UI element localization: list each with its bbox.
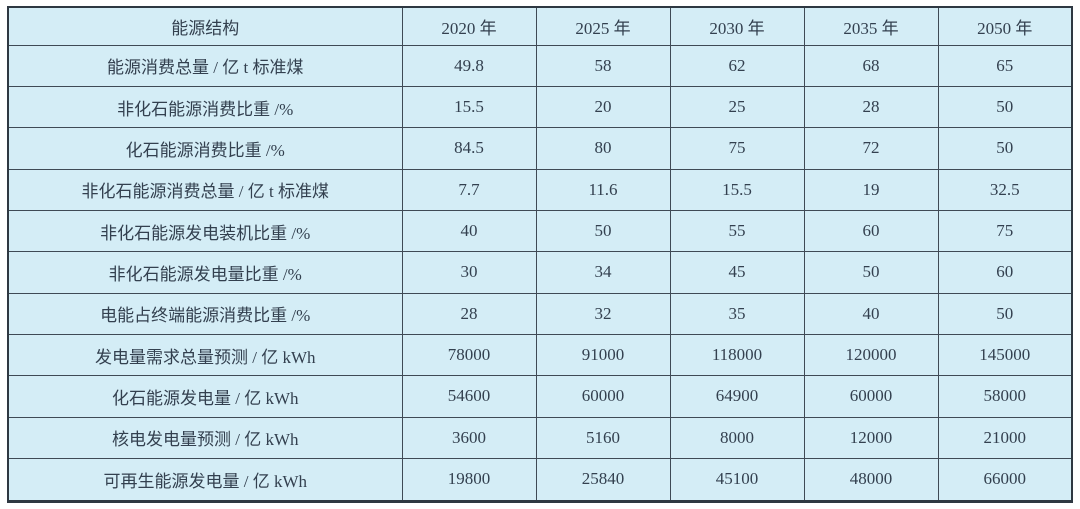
cell-value: 60 bbox=[803, 209, 939, 253]
table-row: 非化石能源消费比重 /% 15.5 20 25 28 50 bbox=[7, 85, 1073, 129]
row-label: 核电发电量预测 / 亿 kWh bbox=[7, 416, 403, 459]
cell-value: 11.6 bbox=[535, 168, 671, 211]
table-row: 电能占终端能源消费比重 /% 28 32 35 40 50 bbox=[7, 292, 1073, 335]
cell-value: 50 bbox=[937, 127, 1073, 170]
cell-value: 45 bbox=[669, 251, 805, 294]
table-row: 非化石能源消费总量 / 亿 t 标准煤 7.7 11.6 15.5 19 32.5 bbox=[7, 168, 1073, 211]
cell-value: 32.5 bbox=[937, 168, 1073, 211]
cell-value: 58 bbox=[535, 44, 671, 87]
cell-value: 34 bbox=[535, 251, 671, 294]
cell-value: 60 bbox=[937, 251, 1073, 294]
row-label: 非化石能源发电装机比重 /% bbox=[7, 209, 403, 253]
cell-value: 30 bbox=[401, 251, 537, 294]
row-label: 非化石能源消费总量 / 亿 t 标准煤 bbox=[7, 168, 403, 211]
table-row: 化石能源消费比重 /% 84.5 80 75 72 50 bbox=[7, 127, 1073, 170]
table-row: 发电量需求总量预测 / 亿 kWh 78000 91000 118000 120000 1… bbox=[7, 333, 1073, 377]
cell-value: 28 bbox=[803, 85, 939, 129]
cell-value: 75 bbox=[937, 209, 1073, 253]
cell-value: 48000 bbox=[803, 457, 939, 503]
cell-value: 75 bbox=[669, 127, 805, 170]
cell-value: 118000 bbox=[669, 333, 805, 377]
cell-value: 55 bbox=[669, 209, 805, 253]
cell-value: 3600 bbox=[401, 416, 537, 459]
column-header-year: 2020 年 bbox=[401, 6, 537, 46]
row-label: 非化石能源发电量比重 /% bbox=[7, 251, 403, 294]
header-row: 能源结构 2020 年 2025 年 2030 年 2035 年 2050 年 bbox=[7, 6, 1073, 46]
cell-value: 28 bbox=[401, 292, 537, 335]
cell-value: 32 bbox=[535, 292, 671, 335]
cell-value: 54600 bbox=[401, 375, 537, 418]
cell-value: 91000 bbox=[535, 333, 671, 377]
cell-value: 15.5 bbox=[669, 168, 805, 211]
cell-value: 25 bbox=[669, 85, 805, 129]
cell-value: 66000 bbox=[937, 457, 1073, 503]
table-row: 非化石能源发电装机比重 /% 40 50 55 60 75 bbox=[7, 209, 1073, 253]
table-head: 能源结构 2020 年 2025 年 2030 年 2035 年 2050 年 bbox=[7, 6, 1073, 46]
cell-value: 78000 bbox=[401, 333, 537, 377]
cell-value: 45100 bbox=[669, 457, 805, 503]
cell-value: 49.8 bbox=[401, 44, 537, 87]
cell-value: 8000 bbox=[669, 416, 805, 459]
cell-value: 5160 bbox=[535, 416, 671, 459]
energy-structure-table: 能源结构 2020 年 2025 年 2030 年 2035 年 2050 年 能源消费总… bbox=[7, 6, 1073, 503]
cell-value: 50 bbox=[803, 251, 939, 294]
cell-value: 80 bbox=[535, 127, 671, 170]
table-row: 可再生能源发电量 / 亿 kWh 19800 25840 45100 48000 6600… bbox=[7, 457, 1073, 503]
cell-value: 60000 bbox=[803, 375, 939, 418]
row-label: 可再生能源发电量 / 亿 kWh bbox=[7, 457, 403, 503]
cell-value: 19800 bbox=[401, 457, 537, 503]
cell-value: 60000 bbox=[535, 375, 671, 418]
row-label: 能源消费总量 / 亿 t 标准煤 bbox=[7, 44, 403, 87]
table-row: 核电发电量预测 / 亿 kWh 3600 5160 8000 12000 21000 bbox=[7, 416, 1073, 459]
column-header-year: 2050 年 bbox=[937, 6, 1073, 46]
cell-value: 40 bbox=[401, 209, 537, 253]
row-label: 非化石能源消费比重 /% bbox=[7, 85, 403, 129]
table-row: 非化石能源发电量比重 /% 30 34 45 50 60 bbox=[7, 251, 1073, 294]
cell-value: 50 bbox=[937, 292, 1073, 335]
cell-value: 72 bbox=[803, 127, 939, 170]
cell-value: 35 bbox=[669, 292, 805, 335]
column-header-year: 2035 年 bbox=[803, 6, 939, 46]
cell-value: 58000 bbox=[937, 375, 1073, 418]
cell-value: 21000 bbox=[937, 416, 1073, 459]
cell-value: 64900 bbox=[669, 375, 805, 418]
cell-value: 7.7 bbox=[401, 168, 537, 211]
cell-value: 62 bbox=[669, 44, 805, 87]
cell-value: 25840 bbox=[535, 457, 671, 503]
column-header-structure: 能源结构 bbox=[7, 6, 403, 46]
cell-value: 65 bbox=[937, 44, 1073, 87]
cell-value: 50 bbox=[937, 85, 1073, 129]
column-header-year: 2025 年 bbox=[535, 6, 671, 46]
row-label: 化石能源消费比重 /% bbox=[7, 127, 403, 170]
table-row: 化石能源发电量 / 亿 kWh 54600 60000 64900 60000 58000 bbox=[7, 375, 1073, 418]
table-body: 能源消费总量 / 亿 t 标准煤 49.8 58 62 68 65 非化石能源消费比重 /%… bbox=[7, 44, 1073, 503]
row-label: 化石能源发电量 / 亿 kWh bbox=[7, 375, 403, 418]
cell-value: 145000 bbox=[937, 333, 1073, 377]
cell-value: 50 bbox=[535, 209, 671, 253]
table-row: 能源消费总量 / 亿 t 标准煤 49.8 58 62 68 65 bbox=[7, 44, 1073, 87]
cell-value: 19 bbox=[803, 168, 939, 211]
row-label: 发电量需求总量预测 / 亿 kWh bbox=[7, 333, 403, 377]
cell-value: 12000 bbox=[803, 416, 939, 459]
row-label: 电能占终端能源消费比重 /% bbox=[7, 292, 403, 335]
cell-value: 120000 bbox=[803, 333, 939, 377]
column-header-year: 2030 年 bbox=[669, 6, 805, 46]
cell-value: 20 bbox=[535, 85, 671, 129]
cell-value: 84.5 bbox=[401, 127, 537, 170]
cell-value: 68 bbox=[803, 44, 939, 87]
cell-value: 15.5 bbox=[401, 85, 537, 129]
cell-value: 40 bbox=[803, 292, 939, 335]
